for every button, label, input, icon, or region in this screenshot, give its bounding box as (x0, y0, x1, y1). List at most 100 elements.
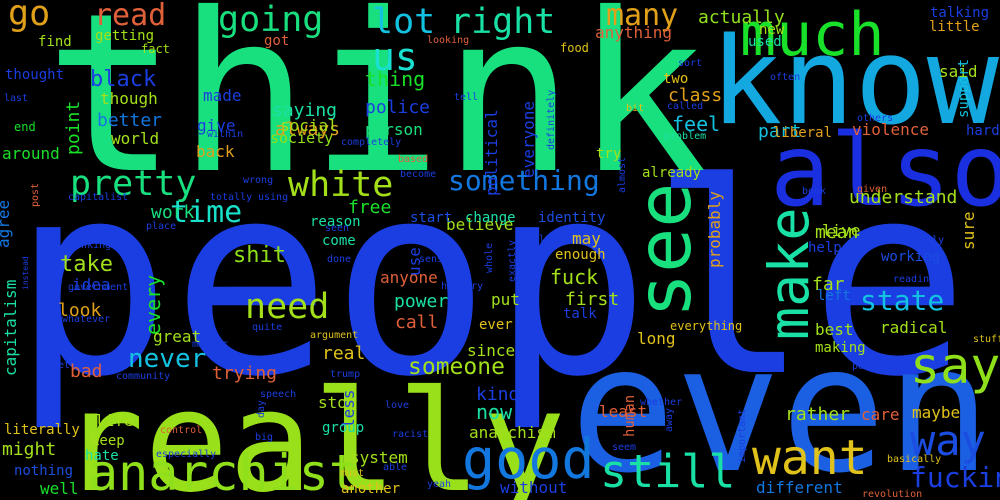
word-make: make (757, 208, 821, 340)
word-sense: sense (419, 254, 449, 265)
word-everyone: everyone (519, 101, 538, 178)
word-also: also (770, 112, 1000, 229)
word-instead: instead (21, 256, 30, 290)
word-big: big (255, 432, 273, 443)
word-right: right (450, 2, 555, 42)
word-believe: believe (446, 215, 513, 234)
word-look: look (58, 300, 102, 321)
word-see: see (620, 183, 708, 318)
word-fuck: fuck (550, 265, 598, 289)
word-whatever: whatever (62, 314, 110, 325)
word-enough: enough (555, 247, 606, 263)
word-without: without (500, 478, 567, 497)
word-find: find (38, 34, 72, 50)
word-last: last (4, 93, 28, 104)
word-whether: whether (640, 397, 682, 408)
word-end: end (14, 120, 36, 134)
word-think: think (45, 0, 707, 222)
word-almost: almost (617, 157, 628, 193)
word-best: best (815, 320, 854, 339)
word-first: first (565, 289, 619, 310)
word-rather: rather (785, 404, 850, 425)
word-speech: speech (260, 389, 296, 400)
word-thought: thought (5, 67, 64, 83)
word-revolution: revolution (862, 489, 922, 500)
word-able: able (383, 462, 407, 473)
word-let: let (52, 360, 70, 371)
word-anarchist: anarchist (88, 444, 359, 500)
word-looking: looking (427, 35, 469, 46)
word-saying: saying (272, 100, 337, 121)
word-way: way (910, 416, 986, 465)
word-argument: argument (310, 330, 358, 341)
word-world: world (111, 129, 159, 148)
word-important: important (737, 409, 748, 463)
word-much: much (740, 0, 885, 70)
word-got: got (264, 33, 289, 49)
word-little: little (929, 19, 980, 35)
word-long: long (637, 329, 676, 348)
word-liberal: liberal (773, 125, 832, 141)
word-bad: bad (70, 361, 103, 382)
word-given: given (857, 184, 887, 195)
word-seen: seen (325, 223, 349, 234)
word-hate: hate (85, 448, 119, 464)
word-people: people (12, 127, 969, 435)
word-must: must (340, 468, 364, 479)
word-police: police (365, 97, 430, 118)
word-completely: completely (341, 137, 401, 148)
word-anarchism: anarchism (469, 423, 556, 442)
word-real: real (322, 343, 365, 364)
word-now: now (476, 400, 513, 424)
word-basically: basically (887, 454, 941, 465)
word-give: give (197, 116, 236, 135)
word-part: part (758, 121, 801, 142)
word-hard: hard (966, 123, 1000, 139)
word-identity: identity (538, 210, 605, 226)
word-racist: racist (392, 429, 428, 440)
word-maybe: maybe (912, 403, 960, 422)
word-care: care (861, 405, 900, 424)
word-group: group (322, 420, 364, 436)
word-problem: problem (664, 131, 706, 142)
word-social: social (280, 116, 338, 135)
word-simply: simply (908, 235, 944, 246)
word-great: great (153, 327, 201, 346)
word-within: within (207, 129, 243, 140)
word-someone: someone (408, 354, 505, 380)
word-government: government (68, 282, 128, 293)
word-political: political (482, 109, 501, 196)
word-called: called (667, 101, 703, 112)
word-made: made (203, 86, 242, 105)
word-black: black (90, 67, 156, 92)
word-quite: quite (252, 322, 282, 333)
word-need: need (245, 287, 329, 327)
word-definitely: definitely (546, 90, 557, 150)
word-feel: feel (672, 112, 720, 136)
word-talk: talk (563, 306, 597, 322)
word-still: still (600, 445, 735, 498)
word-around: around (2, 144, 60, 163)
word-talking: talking (930, 5, 989, 21)
word-community: community (116, 371, 170, 382)
word-trump: trump (330, 369, 360, 380)
word-become: become (400, 169, 436, 180)
word-reading: reading (893, 274, 935, 285)
word-start: start (410, 210, 452, 226)
word-never: never (128, 344, 206, 374)
word-stop: stop (318, 393, 357, 412)
word-lot: lot (372, 2, 435, 42)
word-something: something (448, 164, 600, 197)
word-go: go (8, 0, 50, 34)
word-pretty: pretty (70, 164, 196, 204)
word-fucking: fucking (910, 461, 1000, 494)
word-whole: whole (484, 243, 495, 273)
word-thing: thing (365, 67, 425, 91)
word-trying: trying (212, 363, 277, 384)
word-post: post (30, 183, 41, 207)
word-help: help (808, 240, 842, 256)
word-done: done (327, 254, 351, 265)
word-know: know (710, 13, 1000, 152)
